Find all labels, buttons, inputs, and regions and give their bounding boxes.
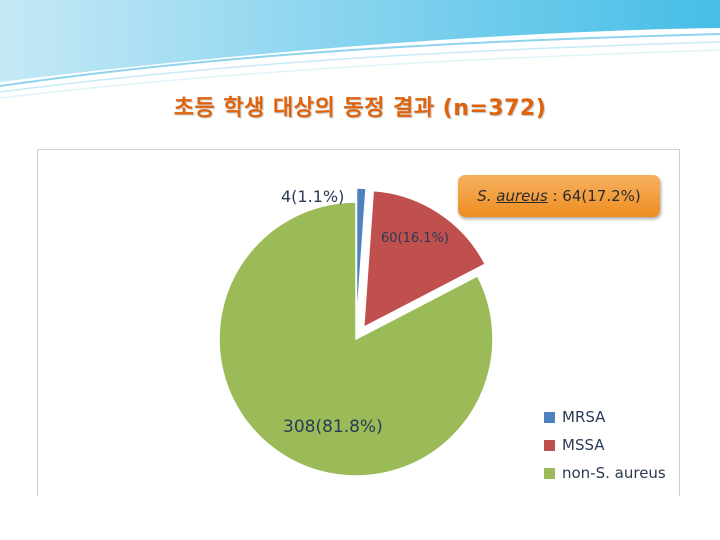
legend-label-non-s-aureus: non-S. aureus — [562, 464, 666, 482]
header-wave-line — [0, 49, 720, 99]
data-label-mrsa: 4(1.1%) — [281, 187, 345, 206]
header-wave-line — [0, 33, 720, 87]
legend-swatch-non-s-aureus — [544, 467, 555, 479]
data-label-non-s-aureus: 308(81.8%) — [283, 417, 383, 437]
pie-chart-plot — [218, 187, 494, 477]
chart-legend: MRSA MSSA non-S. aureus — [544, 403, 666, 487]
header-wave-line — [0, 41, 720, 93]
legend-swatch-mssa — [544, 439, 555, 451]
legend-swatch-mrsa — [544, 411, 555, 423]
slide-title: 초등 학생 대상의 동정 결과 (n=372) — [173, 96, 547, 121]
data-label-mssa: 60(16.1%) — [381, 231, 449, 246]
header-wave-band — [0, 0, 720, 82]
s-aureus-total-callout: S. aureus : 64(17.2%) — [458, 175, 660, 217]
pie-slice-mssa — [362, 189, 487, 329]
legend-item-mrsa: MRSA — [544, 403, 666, 431]
legend-label-mssa: MSSA — [562, 436, 605, 454]
pie-slice-non-s-aureus — [218, 201, 494, 477]
callout-value: : 64(17.2%) — [547, 187, 641, 205]
legend-label-mrsa: MRSA — [562, 408, 606, 426]
organism-name: S. aureus — [477, 187, 548, 205]
legend-item-non-s-aureus: non-S. aureus — [544, 459, 666, 487]
pie-chart: 4(1.1%) 60(16.1%) 308(81.8%) S. aureus :… — [37, 149, 680, 496]
slide-header-decoration — [0, 0, 720, 99]
pie-slice-mrsa — [355, 187, 367, 326]
legend-item-mssa: MSSA — [544, 431, 666, 459]
